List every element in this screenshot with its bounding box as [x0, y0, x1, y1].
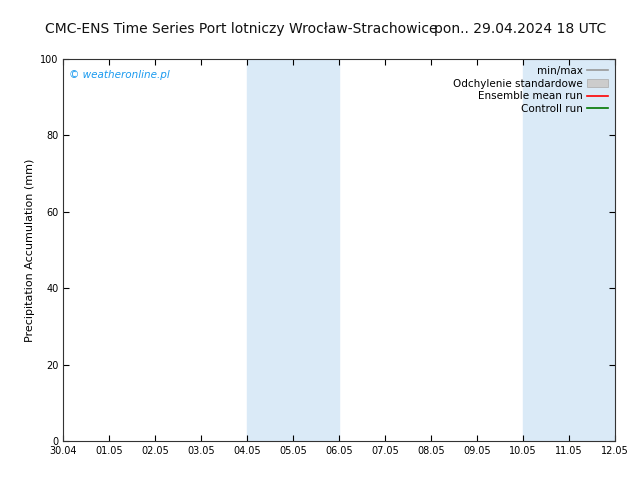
Y-axis label: Precipitation Accumulation (mm): Precipitation Accumulation (mm) [25, 158, 35, 342]
Text: pon.. 29.04.2024 18 UTC: pon.. 29.04.2024 18 UTC [434, 22, 606, 36]
Legend: min/max, Odchylenie standardowe, Ensemble mean run, Controll run: min/max, Odchylenie standardowe, Ensembl… [451, 64, 610, 116]
Bar [247, 59, 339, 441]
Text: CMC-ENS Time Series Port lotniczy Wrocław-Strachowice: CMC-ENS Time Series Port lotniczy Wrocła… [44, 22, 437, 36]
Text: © weatheronline.pl: © weatheronline.pl [69, 70, 170, 80]
Bar [523, 59, 615, 441]
